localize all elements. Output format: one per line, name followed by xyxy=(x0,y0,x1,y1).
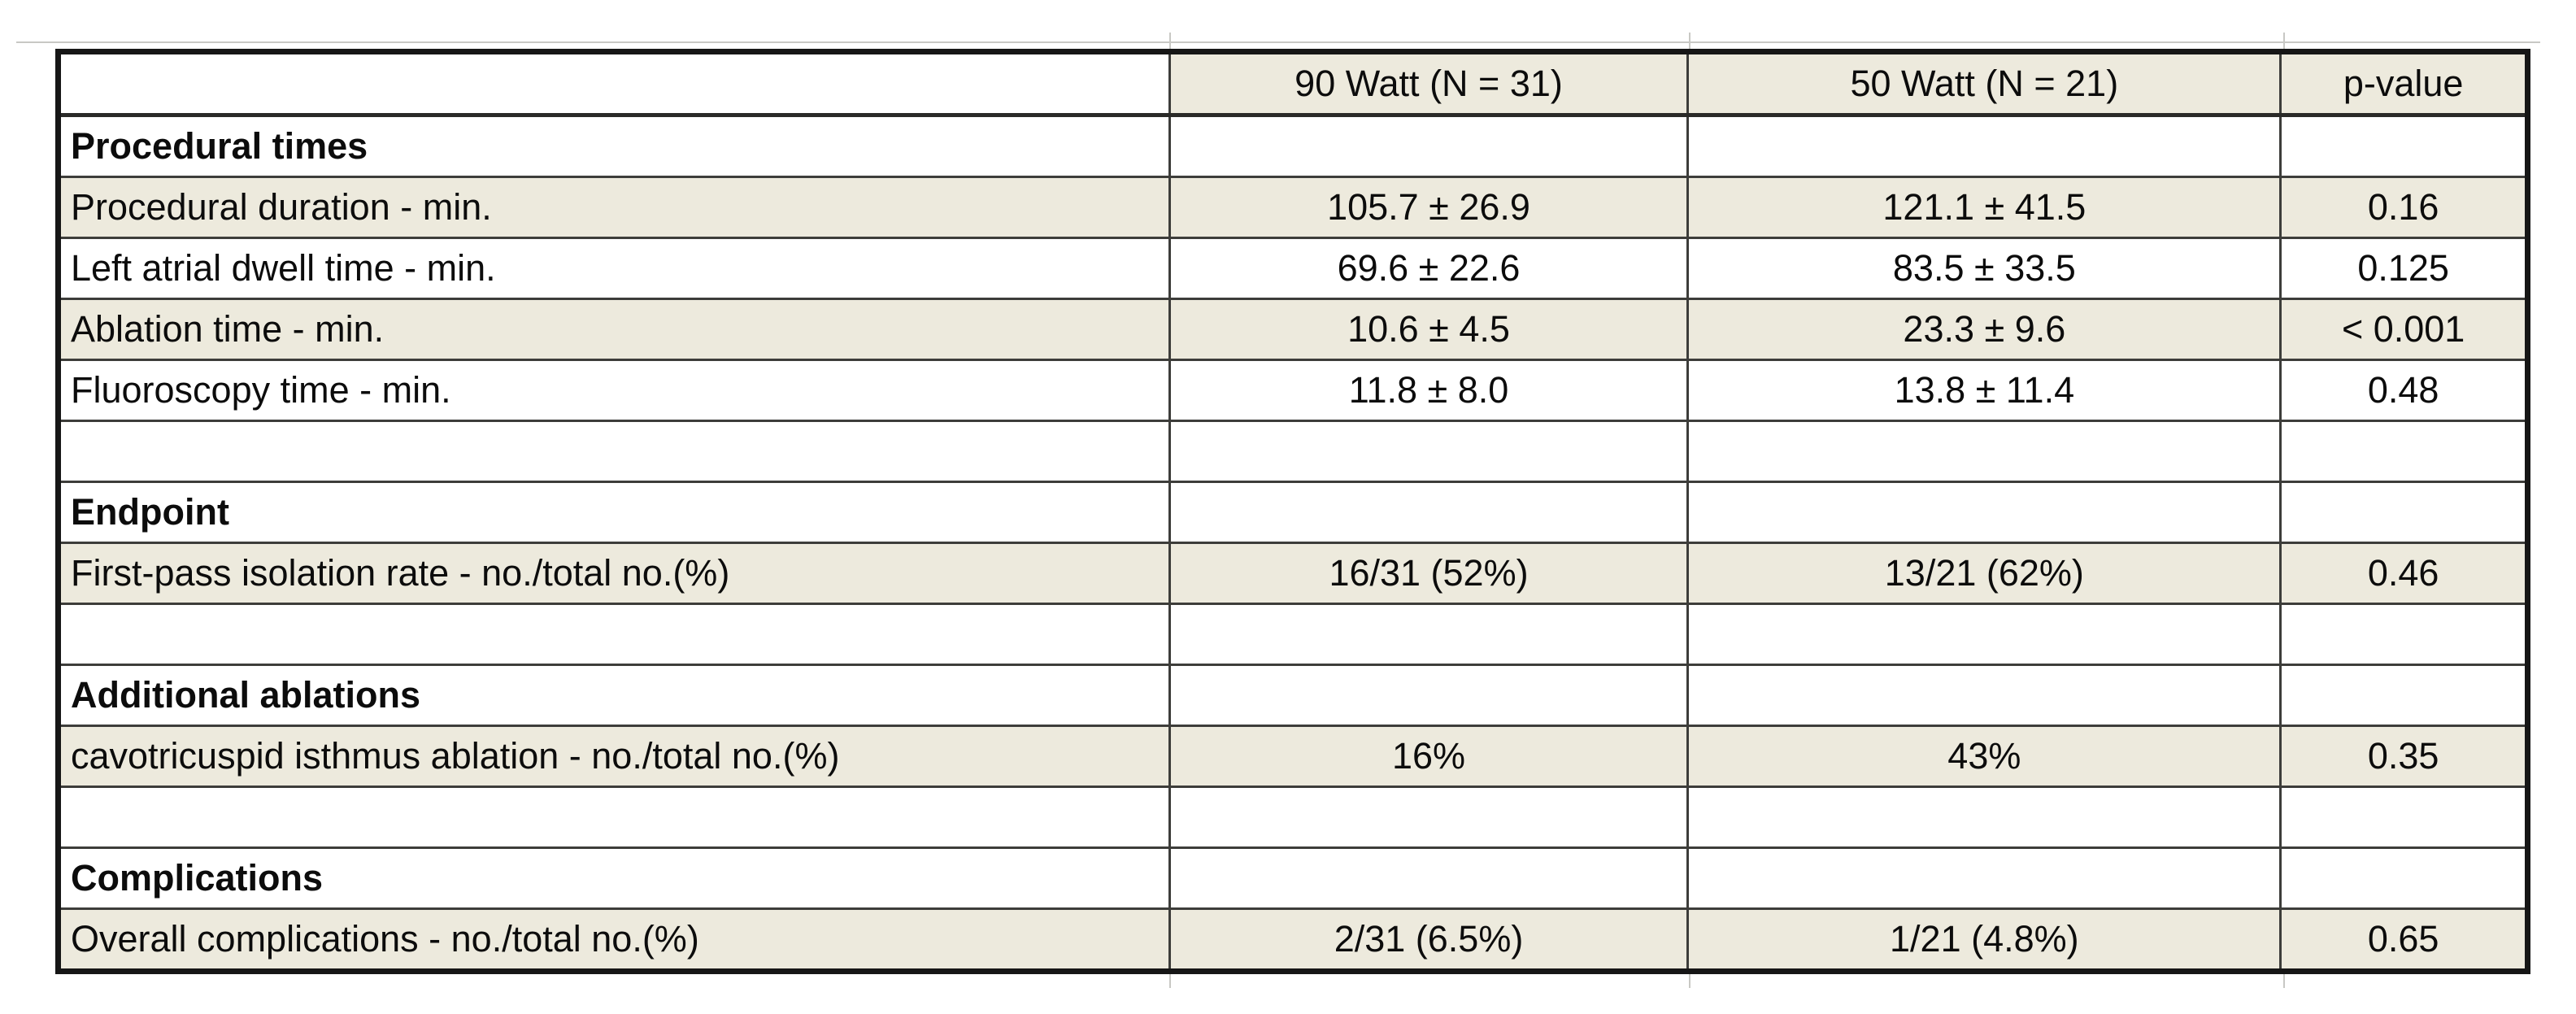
row-label: Overall complications - no./total no.(%) xyxy=(57,907,1171,973)
empty-cell xyxy=(2279,481,2529,544)
row-label: Procedural duration - min. xyxy=(57,176,1171,239)
empty-cell xyxy=(57,786,1171,849)
empty-cell xyxy=(1168,786,1690,849)
header-row: 90 Watt (N = 31) 50 Watt (N = 21) p-valu… xyxy=(57,50,2529,117)
p-value: 0.46 xyxy=(2279,542,2529,605)
spacer-row xyxy=(57,420,2529,483)
p-value: 0.35 xyxy=(2279,725,2529,788)
section-row-additional-ablations: Additional ablations xyxy=(57,664,2529,727)
column-header-50w: 50 Watt (N = 21) xyxy=(1686,50,2282,117)
value-50w: 1/21 (4.8%) xyxy=(1686,907,2282,973)
column-header-pvalue: p-value xyxy=(2279,50,2529,117)
empty-cell xyxy=(1168,664,1690,727)
empty-cell xyxy=(1686,664,2282,727)
table-row-ablation-time: Ablation time - min. 10.6 ± 4.5 23.3 ± 9… xyxy=(57,298,2529,361)
value-90w: 105.7 ± 26.9 xyxy=(1168,176,1690,239)
empty-cell xyxy=(1686,846,2282,910)
spacer-row xyxy=(57,603,2529,666)
empty-cell xyxy=(1686,114,2282,178)
value-90w: 69.6 ± 22.6 xyxy=(1168,237,1690,300)
row-label: Fluoroscopy time - min. xyxy=(57,359,1171,422)
empty-cell xyxy=(2279,846,2529,910)
section-row-procedural-times: Procedural times xyxy=(57,114,2529,178)
empty-cell xyxy=(1686,420,2282,483)
row-label: cavotricuspid isthmus ablation - no./tot… xyxy=(57,725,1171,788)
column-header-90w: 90 Watt (N = 31) xyxy=(1168,50,1690,117)
empty-cell xyxy=(1686,786,2282,849)
excel-gridline-top xyxy=(16,41,2540,43)
excel-gridline-stub xyxy=(1169,970,1171,988)
study-table-wrap: 90 Watt (N = 31) 50 Watt (N = 21) p-valu… xyxy=(55,49,2530,974)
table-row-fluoroscopy-time: Fluoroscopy time - min. 11.8 ± 8.0 13.8 … xyxy=(57,359,2529,422)
empty-cell xyxy=(2279,114,2529,178)
section-label: Procedural times xyxy=(57,114,1171,178)
ablation-comparison-table: 90 Watt (N = 31) 50 Watt (N = 21) p-valu… xyxy=(55,49,2530,974)
section-label: Additional ablations xyxy=(57,664,1171,727)
value-50w: 121.1 ± 41.5 xyxy=(1686,176,2282,239)
empty-cell xyxy=(57,603,1171,666)
table-row-overall-complications: Overall complications - no./total no.(%)… xyxy=(57,907,2529,973)
p-value: 0.16 xyxy=(2279,176,2529,239)
table-row-first-pass-isolation: First-pass isolation rate - no./total no… xyxy=(57,542,2529,605)
value-90w: 11.8 ± 8.0 xyxy=(1168,359,1690,422)
value-90w: 16% xyxy=(1168,725,1690,788)
empty-cell xyxy=(1168,114,1690,178)
empty-cell xyxy=(2279,420,2529,483)
excel-gridline-stub xyxy=(2283,33,2285,49)
section-label: Endpoint xyxy=(57,481,1171,544)
excel-gridline-stub xyxy=(1169,33,1171,49)
value-50w: 23.3 ± 9.6 xyxy=(1686,298,2282,361)
excel-gridline-stub xyxy=(1689,970,1690,988)
empty-cell xyxy=(1168,846,1690,910)
value-50w: 13.8 ± 11.4 xyxy=(1686,359,2282,422)
empty-cell xyxy=(1168,603,1690,666)
section-row-complications: Complications xyxy=(57,846,2529,910)
value-90w: 16/31 (52%) xyxy=(1168,542,1690,605)
empty-cell xyxy=(1686,603,2282,666)
empty-cell xyxy=(2279,664,2529,727)
p-value: 0.48 xyxy=(2279,359,2529,422)
corner-cell xyxy=(57,50,1171,117)
p-value: < 0.001 xyxy=(2279,298,2529,361)
row-label: Ablation time - min. xyxy=(57,298,1171,361)
table-row-cavotricuspid-isthmus: cavotricuspid isthmus ablation - no./tot… xyxy=(57,725,2529,788)
empty-cell xyxy=(2279,786,2529,849)
section-label: Complications xyxy=(57,846,1171,910)
spacer-row xyxy=(57,786,2529,849)
table-row-procedural-duration: Procedural duration - min. 105.7 ± 26.9 … xyxy=(57,176,2529,239)
empty-cell xyxy=(1168,420,1690,483)
row-label: First-pass isolation rate - no./total no… xyxy=(57,542,1171,605)
excel-gridline-stub xyxy=(1689,33,1690,49)
empty-cell xyxy=(2279,603,2529,666)
empty-cell xyxy=(1168,481,1690,544)
empty-cell xyxy=(57,420,1171,483)
p-value: 0.65 xyxy=(2279,907,2529,973)
empty-cell xyxy=(1686,481,2282,544)
table-row-left-atrial-dwell-time: Left atrial dwell time - min. 69.6 ± 22.… xyxy=(57,237,2529,300)
p-value: 0.125 xyxy=(2279,237,2529,300)
excel-gridline-stub xyxy=(2283,970,2285,988)
row-label: Left atrial dwell time - min. xyxy=(57,237,1171,300)
value-50w: 13/21 (62%) xyxy=(1686,542,2282,605)
value-50w: 83.5 ± 33.5 xyxy=(1686,237,2282,300)
section-row-endpoint: Endpoint xyxy=(57,481,2529,544)
value-50w: 43% xyxy=(1686,725,2282,788)
value-90w: 2/31 (6.5%) xyxy=(1168,907,1690,973)
value-90w: 10.6 ± 4.5 xyxy=(1168,298,1690,361)
